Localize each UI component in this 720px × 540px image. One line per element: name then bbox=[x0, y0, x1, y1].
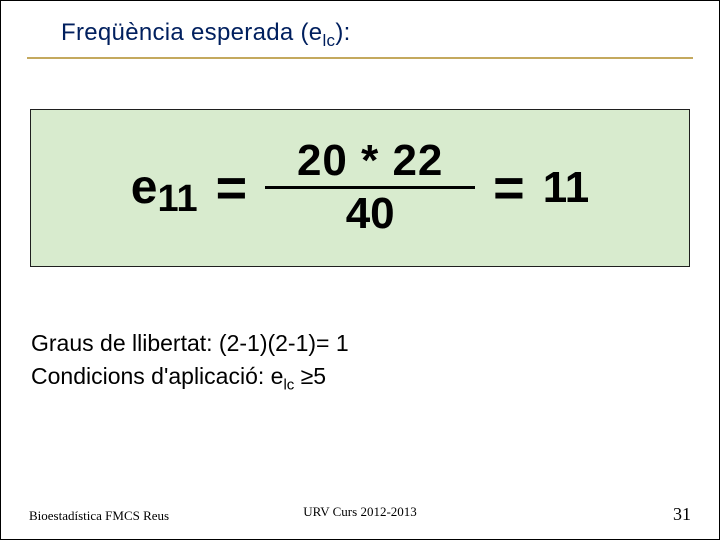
formula-idx: 11 bbox=[157, 180, 197, 218]
formula-result: 11 bbox=[543, 163, 590, 212]
footer-left: Bioestadística FMCS Reus bbox=[29, 508, 169, 524]
formula-rhs: 11 bbox=[543, 163, 590, 213]
formula-denominator: 40 bbox=[346, 191, 395, 237]
footer-page: 31 bbox=[673, 504, 691, 525]
cond-sub: lc bbox=[283, 377, 294, 394]
title-subscript: lc bbox=[322, 31, 335, 50]
formula-lhs: e 11 bbox=[131, 164, 198, 212]
line-graus: Graus de llibertat: (2-1)(2-1)= 1 bbox=[31, 327, 693, 360]
formula-fraction: 20 * 22 40 bbox=[265, 138, 475, 237]
cond-val: 5 bbox=[313, 363, 326, 389]
footer: Bioestadística FMCS Reus URV Curs 2012-2… bbox=[1, 504, 719, 525]
slide: Freqüència esperada (elc): e 11 = 20 * 2… bbox=[0, 0, 720, 540]
body-text: Graus de llibertat: (2-1)(2-1)= 1 Condic… bbox=[31, 327, 693, 397]
formula-box: e 11 = 20 * 22 40 = 11 bbox=[30, 109, 690, 267]
formula-numerator: 20 * 22 bbox=[297, 138, 443, 184]
title-suffix: ): bbox=[335, 19, 350, 46]
title-prefix: Freqüència esperada (e bbox=[61, 19, 322, 46]
formula-eq1: = bbox=[216, 157, 248, 219]
formula-eq2: = bbox=[493, 157, 525, 219]
footer-center: URV Curs 2012-2013 bbox=[303, 504, 417, 520]
formula-e: e bbox=[131, 164, 158, 212]
cond-ge: ≥ bbox=[294, 363, 313, 389]
line-condicions: Condicions d'aplicació: elc ≥5 bbox=[31, 360, 693, 396]
slide-title: Freqüència esperada (elc): bbox=[27, 19, 693, 59]
cond-prefix: Condicions d'aplicació: e bbox=[31, 363, 283, 389]
